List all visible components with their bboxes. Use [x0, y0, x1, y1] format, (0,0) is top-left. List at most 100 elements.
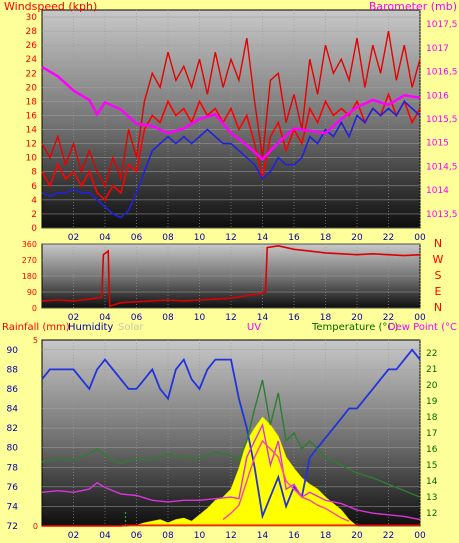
temperature-y-tick-label: 22 — [426, 349, 437, 359]
direction-y-ticks: 0 90 180 270 360 — [22, 240, 37, 313]
compass-label: N — [434, 301, 442, 314]
humidity-y-tick-label: 72 — [7, 522, 18, 532]
humidity-y-tick-label: 82 — [7, 424, 18, 434]
barometer-y-tick-label: 1014,5 — [426, 162, 458, 172]
temperature-y-tick-label: 14 — [426, 477, 438, 487]
wind-y-tick-label: 16 — [26, 111, 38, 121]
x-tick-label: 20 — [351, 313, 363, 323]
wind-y-tick-label: 24 — [26, 55, 38, 65]
temperature-y-tick-label: 20 — [426, 381, 438, 391]
rainfall-line — [42, 524, 420, 527]
wind-y-tick-label: 2 — [31, 210, 37, 220]
panel-header-label: Solar — [118, 322, 144, 333]
barometer-line — [41, 65, 421, 162]
rainfall-y-tick-label: 0 — [33, 522, 38, 531]
x-tick-label: 02 — [68, 531, 79, 541]
x-tick-label: 08 — [162, 313, 174, 323]
humidity-panel: 72 74 76 78 80 82 84 86 88 90 12 13 14 15 16 17 18 19 20 2… — [2, 322, 457, 541]
temperature-y-tick-label: 19 — [426, 397, 438, 407]
windspeed-axis-title: Windspeed (kph) — [4, 0, 97, 13]
humidity-y-tick-label: 80 — [7, 444, 19, 454]
temperature-y-tick-label: 15 — [426, 461, 437, 471]
x-tick-label: 20 — [351, 233, 363, 243]
wind-y-tick-label: 18 — [26, 97, 38, 107]
wind-series — [41, 30, 421, 219]
humidity-y-tick-label: 86 — [7, 385, 19, 395]
humidity-y-tick-label: 74 — [7, 502, 19, 512]
wind-y-tick-label: 12 — [26, 140, 37, 150]
x-tick-label: 00 — [414, 233, 426, 243]
wind-y-tick-label: 22 — [26, 69, 37, 79]
x-tick-label: 04 — [99, 531, 111, 541]
temperature-y-tick-label: 12 — [426, 509, 437, 519]
x-tick-label: 12 — [225, 313, 236, 323]
humidity-panel-headers: Rainfall (mm)Humidity Solar UV Temperature … — [2, 322, 457, 333]
direction-series — [41, 244, 421, 308]
x-tick-label: 12 — [225, 233, 236, 243]
temperature-y-tick-label: 21 — [426, 365, 437, 375]
humidity-y-tick-label: 78 — [7, 463, 19, 473]
humidity-y-tick-label: 88 — [7, 365, 19, 375]
x-tick-label: 14 — [257, 531, 269, 541]
x-tick-label: 02 — [68, 233, 79, 243]
x-tick-label: 18 — [320, 313, 332, 323]
wind-direction-line — [41, 244, 421, 308]
humidity-line — [41, 348, 421, 520]
temperature-y-tick-label: 13 — [426, 493, 437, 503]
wind-y-tick-label: 10 — [26, 154, 38, 164]
humidity-y-tick-label: 90 — [7, 346, 19, 356]
x-tick-label: 14 — [257, 313, 269, 323]
direction-grid — [42, 243, 421, 309]
x-tick-label: 10 — [194, 531, 206, 541]
temperature-line — [41, 379, 421, 498]
direction-y-tick-label: 360 — [22, 240, 37, 249]
x-tick-label: 06 — [131, 233, 143, 243]
uv-line — [222, 439, 350, 522]
x-tick-label: 22 — [383, 233, 394, 243]
gust-line — [41, 30, 421, 188]
x-tick-label: 08 — [162, 531, 174, 541]
direction-y-tick-label: 0 — [32, 304, 37, 313]
x-tick-label: 12 — [225, 531, 236, 541]
wind-y-tick-label: 26 — [26, 41, 38, 51]
barometer-y-tick-label: 1014 — [426, 186, 449, 196]
x-tick-label: 08 — [162, 233, 174, 243]
direction-x-ticks: 02 04 06 08 10 12 14 16 18 20 22 00 — [68, 313, 426, 323]
x-tick-label: 06 — [131, 531, 143, 541]
barometer-y-tick-label: 1013,5 — [426, 210, 458, 220]
x-tick-label: 16 — [288, 313, 300, 323]
compass-label: N — [434, 237, 442, 250]
barometer-y-ticks: 1013,5 1014 1014,5 1015 1015,5 1016 1016,5 1017… — [426, 20, 458, 220]
humidity-y-tick-label: 84 — [7, 405, 19, 415]
barometer-y-tick-label: 1015,5 — [426, 115, 458, 125]
barometer-y-tick-label: 1017,5 — [426, 20, 458, 30]
humidity-x-ticks: 02 04 06 08 10 12 14 16 18 20 22 00 — [68, 531, 426, 541]
wind-y-tick-label: 4 — [31, 196, 37, 206]
x-tick-label: 04 — [99, 313, 111, 323]
humidity-series — [41, 348, 421, 527]
barometer-y-tick-label: 1017 — [426, 44, 449, 54]
x-tick-label: 04 — [99, 233, 111, 243]
temperature-y-ticks: 12 13 14 15 16 17 18 19 20 21 22 — [426, 349, 438, 519]
x-tick-label: 02 — [68, 313, 79, 323]
wind-y-tick-label: 28 — [26, 27, 38, 37]
temperature-y-tick-label: 17 — [426, 429, 437, 439]
direction-y-tick-label: 270 — [22, 256, 37, 265]
wind-y-tick-label: 14 — [26, 126, 38, 136]
x-tick-label: 20 — [351, 531, 363, 541]
wind-y-tick-label: 0 — [31, 224, 37, 234]
average-wind-line — [41, 100, 421, 219]
humidity-y-tick-label: 76 — [7, 483, 19, 493]
x-tick-label: 00 — [414, 531, 426, 541]
barometer-y-tick-label: 1016 — [426, 91, 449, 101]
direction-y-tick-label: 90 — [27, 288, 37, 297]
x-tick-label: 14 — [257, 233, 269, 243]
x-tick-label: 18 — [320, 233, 332, 243]
panel-header-label: Rainfall (mm) — [2, 322, 70, 333]
x-tick-label: 10 — [194, 313, 206, 323]
wind-y-tick-label: 6 — [31, 182, 37, 192]
compass-label: E — [435, 285, 442, 298]
x-tick-label: 16 — [288, 233, 300, 243]
